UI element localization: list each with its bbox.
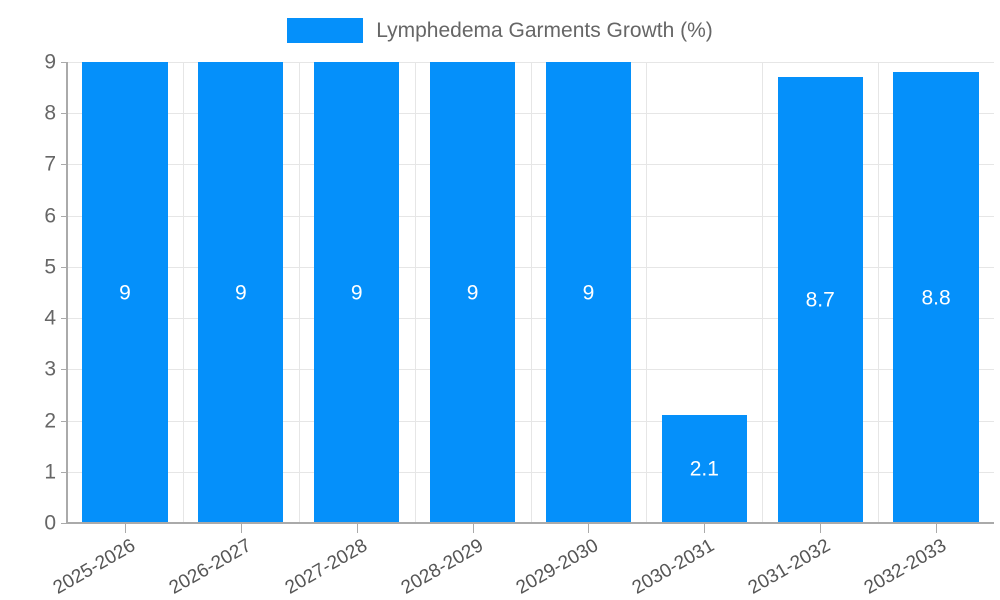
y-axis-spine bbox=[66, 62, 68, 524]
bar-value-label: 9 bbox=[234, 281, 247, 304]
x-axis-spine bbox=[66, 522, 994, 524]
y-axis-tick-label: 9 bbox=[44, 50, 56, 74]
y-axis-tick-label: 3 bbox=[44, 357, 56, 381]
bar[interactable]: 9 bbox=[82, 62, 168, 523]
y-axis-tick-label: 6 bbox=[44, 204, 56, 228]
bar[interactable]: 9 bbox=[545, 62, 631, 523]
bar[interactable]: 9 bbox=[429, 62, 516, 523]
x-axis-tick-label: 2030-2031 bbox=[629, 535, 719, 599]
gridline-horizontal bbox=[67, 215, 994, 217]
x-axis-tick-label: 2032-2033 bbox=[860, 535, 951, 599]
y-axis-tick-mark bbox=[61, 113, 67, 115]
bar-value-label: 9 bbox=[466, 281, 479, 304]
x-axis-tick-label: 2029-2030 bbox=[513, 535, 603, 599]
plot-area: 9 9 9 9 9 2.1 8.7 8.8 bbox=[67, 62, 994, 524]
x-axis-tick-mark bbox=[704, 524, 705, 533]
legend-label: Lymphedema Garments Growth (%) bbox=[376, 18, 713, 42]
chart-legend: Lymphedema Garments Growth (%) bbox=[0, 8, 1000, 52]
gridline-vertical bbox=[878, 62, 879, 523]
bar[interactable]: 8.7 bbox=[777, 77, 863, 523]
y-axis-tick-label: 1 bbox=[44, 460, 56, 484]
bar-value-label: 8.7 bbox=[805, 288, 835, 312]
y-axis-tick-label: 0 bbox=[44, 511, 56, 535]
gridline-horizontal bbox=[67, 471, 994, 473]
y-axis-tick-mark bbox=[61, 164, 67, 166]
bar[interactable]: 9 bbox=[198, 62, 284, 523]
gridline-vertical bbox=[299, 62, 300, 523]
y-axis-tick-labels: 0 1 2 3 4 5 6 7 8 9 bbox=[0, 0, 56, 600]
gridline-horizontal bbox=[67, 164, 994, 166]
y-axis-tick-mark bbox=[61, 318, 67, 320]
y-axis-tick-mark bbox=[61, 62, 67, 63]
x-axis-tick-label: 2026-2027 bbox=[165, 535, 255, 599]
y-axis-tick-label: 4 bbox=[44, 306, 56, 330]
y-axis-tick-mark bbox=[61, 266, 67, 268]
x-axis-tick-mark bbox=[473, 524, 474, 533]
gridline-vertical bbox=[762, 62, 763, 523]
y-axis-tick-mark bbox=[61, 420, 67, 422]
gridline-horizontal bbox=[67, 266, 994, 268]
gridline-vertical bbox=[646, 62, 647, 523]
x-axis-tick-label: 2028-2029 bbox=[397, 535, 487, 599]
gridline-horizontal bbox=[67, 420, 994, 422]
bar-value-label: 2.1 bbox=[689, 457, 719, 481]
bar-value-label: 8.8 bbox=[921, 286, 951, 310]
y-axis-tick-mark bbox=[61, 215, 67, 217]
x-axis-tick-label: 2027-2028 bbox=[281, 535, 371, 599]
y-axis-tick-label: 8 bbox=[44, 101, 56, 125]
gridline-vertical bbox=[531, 62, 532, 523]
y-axis-tick-mark bbox=[61, 369, 67, 371]
legend-entry[interactable]: Lymphedema Garments Growth (%) bbox=[287, 17, 713, 43]
bar[interactable]: 2.1 bbox=[661, 415, 747, 523]
x-axis-tick-label: 2031-2032 bbox=[744, 535, 835, 599]
y-axis-tick-label: 7 bbox=[44, 152, 56, 176]
y-axis-tick-mark bbox=[61, 471, 67, 473]
bar[interactable]: 8.8 bbox=[893, 72, 979, 523]
bar[interactable]: 9 bbox=[314, 62, 400, 523]
y-axis-tick-label: 5 bbox=[44, 255, 56, 279]
bar-value-label: 9 bbox=[119, 281, 131, 304]
x-axis-tick-mark bbox=[588, 524, 589, 533]
gridline-vertical bbox=[183, 62, 184, 523]
gridline-horizontal bbox=[67, 113, 994, 115]
bar-value-label: 9 bbox=[350, 281, 363, 304]
x-axis-tick-mark bbox=[820, 524, 821, 533]
x-axis-tick-mark bbox=[357, 524, 358, 533]
gridline-horizontal bbox=[67, 318, 994, 320]
x-axis-tick-mark bbox=[125, 524, 126, 533]
gridline-horizontal bbox=[67, 369, 994, 371]
bar-value-label: 9 bbox=[582, 281, 595, 304]
y-axis-tick-mark bbox=[61, 523, 67, 524]
legend-color-swatch bbox=[287, 17, 364, 43]
x-axis-tick-mark bbox=[241, 524, 242, 533]
gridline-horizontal bbox=[67, 62, 994, 63]
y-axis-tick-label: 2 bbox=[44, 409, 56, 433]
x-axis-tick-mark bbox=[936, 524, 937, 533]
gridline-vertical bbox=[415, 62, 416, 523]
